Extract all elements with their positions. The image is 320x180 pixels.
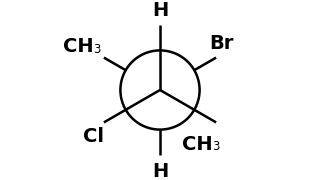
Circle shape (120, 50, 200, 130)
Text: H: H (152, 162, 168, 180)
Text: H: H (152, 1, 168, 20)
Text: $_3$: $_3$ (212, 135, 221, 153)
Text: $_3$: $_3$ (93, 38, 102, 56)
Text: Cl: Cl (83, 127, 104, 146)
Text: CH: CH (63, 37, 93, 56)
Text: Br: Br (209, 34, 233, 53)
Text: CH: CH (181, 134, 212, 154)
